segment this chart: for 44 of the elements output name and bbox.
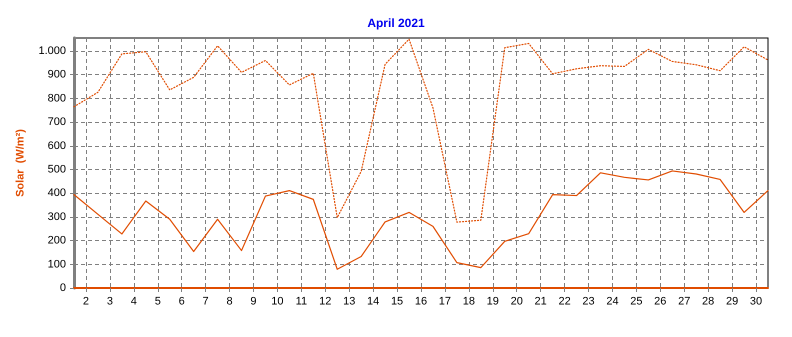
- y-axis-title: Solar (W/m²): [14, 128, 26, 197]
- y-tick-label: 300: [48, 210, 66, 223]
- x-tick-label: 9: [250, 296, 257, 308]
- y-tick-label: 100: [48, 258, 66, 270]
- x-tick-label: 6: [178, 296, 185, 308]
- x-tick-label: 27: [678, 296, 690, 308]
- y-tick-label: 600: [48, 140, 66, 152]
- x-tick-label: 21: [534, 296, 547, 308]
- x-tick-label: 20: [510, 296, 523, 308]
- x-tick-label: 22: [558, 296, 571, 308]
- x-tick-label: 17: [438, 296, 452, 308]
- x-tick-label: 19: [486, 296, 499, 308]
- x-tick-label: 24: [606, 296, 619, 308]
- x-tick-label: 28: [702, 296, 714, 308]
- x-tick-label: 4: [130, 296, 137, 308]
- x-tick-label: 29: [726, 296, 738, 308]
- chart-title: April 2021: [367, 16, 425, 30]
- x-tick-label: 11: [296, 296, 308, 308]
- x-tick-label: 13: [343, 296, 356, 308]
- line-series: [73, 170, 769, 270]
- x-tick-label: 16: [414, 296, 428, 308]
- y-tick-label: 900: [48, 68, 66, 81]
- x-tick-label: 3: [106, 296, 113, 308]
- y-tick-label: 0: [60, 282, 66, 294]
- x-tick-label: 10: [271, 296, 284, 308]
- y-tick-label: 700: [48, 116, 66, 128]
- x-tick-label: 2: [82, 296, 90, 308]
- x-tick-label: 25: [630, 296, 643, 308]
- x-tick-label: 18: [462, 296, 475, 308]
- y-tick-label: 800: [48, 92, 66, 104]
- x-tick-label: 23: [582, 296, 595, 308]
- y-tick-label: 500: [48, 164, 66, 176]
- x-tick-label: 5: [154, 296, 161, 308]
- y-tick-label: 400: [48, 187, 66, 200]
- x-tick-label: 15: [390, 296, 404, 308]
- x-tick-label: 30: [750, 296, 762, 308]
- line-series: [73, 38, 769, 223]
- x-tick-label: 12: [319, 296, 332, 308]
- x-tick-label: 8: [226, 296, 233, 308]
- x-tick-label: 26: [654, 296, 666, 308]
- x-tick-label: 14: [367, 296, 380, 308]
- y-tick-label: 1.000: [38, 45, 66, 58]
- y-tick-label: 200: [48, 234, 66, 247]
- x-tick-label: 7: [202, 296, 209, 308]
